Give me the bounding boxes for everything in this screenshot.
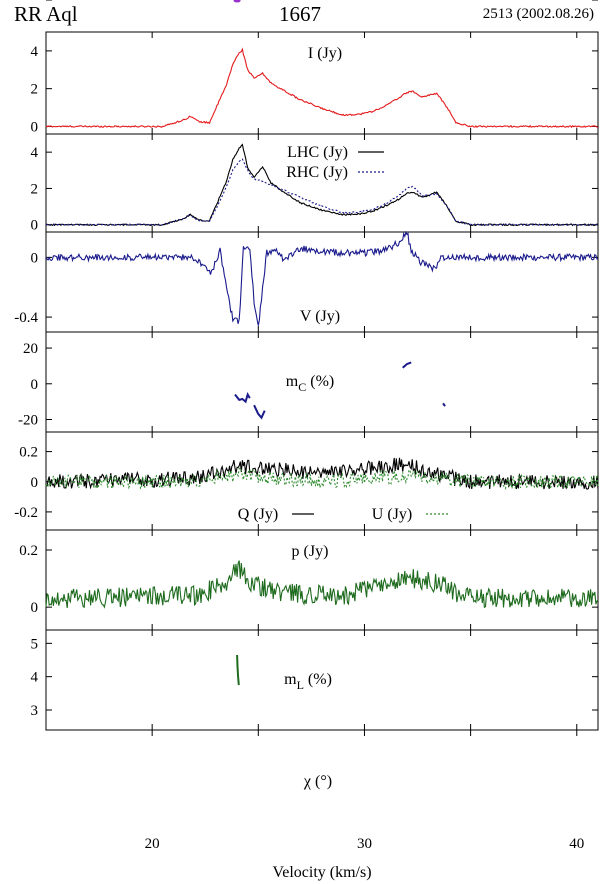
y-tick-label: -20	[18, 413, 38, 429]
legend-label: RHC (Jy)	[286, 164, 348, 181]
y-tick-label: 0	[31, 377, 39, 393]
panel-mC: -20 0 20 mC (%)	[18, 331, 599, 433]
panel-label: V (Jy)	[300, 308, 340, 325]
epoch-label: 2513 (2002.08.26)	[482, 6, 594, 22]
series-line-vjy	[45, 230, 599, 326]
y-tick-label: 0.2	[19, 543, 38, 559]
y-tick-label: 3	[31, 703, 39, 719]
legend-label: U (Jy)	[372, 506, 412, 523]
y-tick-label: 5	[31, 636, 39, 652]
series-line-pjy	[45, 560, 599, 609]
y-tick-label: 4	[31, 145, 39, 161]
series-line-rhcjy	[45, 158, 599, 227]
y-tick-label: -0.2	[14, 505, 38, 521]
y-tick-label: 4	[31, 670, 39, 686]
y-tick-label: -40	[18, 0, 38, 4]
data-segment	[234, 391, 251, 404]
series-line-ujy	[45, 466, 599, 491]
y-tick-label: 4	[31, 44, 39, 60]
y-tick-label: 0	[31, 250, 39, 266]
y-tick-label: 0	[31, 119, 39, 135]
data-segment	[253, 404, 266, 420]
data-segment	[402, 361, 412, 369]
panel-QU: -0.2 0 0.2 Q (Jy) U (Jy)	[14, 431, 599, 531]
y-tick-label: 0.2	[19, 445, 38, 461]
y-tick-label: 0	[31, 600, 39, 616]
y-tick-label: -0.4	[14, 310, 38, 326]
y-tick-label: 0	[31, 475, 39, 491]
panel-p: 0 0.2 p (Jy)	[19, 529, 599, 631]
x-tick-label: 40	[569, 836, 584, 852]
legend-label: Q (Jy)	[238, 506, 278, 523]
series-line-ijy	[45, 47, 599, 129]
panel-label: mC (%)	[286, 373, 334, 394]
object-name: RR Aql	[14, 2, 78, 26]
panel-label: mL (%)	[284, 671, 332, 692]
y-tick-label: 2	[31, 82, 39, 98]
panel-I: 0 2 4 I (Jy)	[31, 31, 599, 135]
panel-mL: 3 4 5 mL (%)	[31, 629, 599, 731]
legend-label: LHC (Jy)	[287, 144, 348, 161]
panel-frame	[45, 629, 599, 731]
y-tick-label: -60	[18, 0, 38, 4]
panel-V: -0.4 0 V (Jy)	[14, 230, 599, 333]
panel-chi: -60-40 χ (°)	[18, 0, 598, 790]
data-segment	[236, 654, 240, 686]
panel-label: χ (°)	[303, 773, 332, 790]
panel-label: I (Jy)	[308, 45, 342, 62]
x-tick-label: 20	[145, 836, 160, 852]
y-tick-label: 20	[23, 341, 38, 357]
data-segment	[442, 402, 446, 407]
frequency-label: 1667	[279, 2, 321, 26]
panel-LHC_RHC: 0 2 4 LHC (Jy) RHC (Jy)	[31, 133, 599, 234]
x-axis-label: Velocity (km/s)	[272, 864, 371, 881]
y-tick-label: 0	[31, 218, 39, 234]
x-tick-label: 30	[357, 836, 372, 852]
panel-label: p (Jy)	[292, 543, 329, 560]
series-line-qjy	[45, 457, 599, 490]
data-point	[235, 0, 241, 3]
y-tick-label: 2	[31, 181, 39, 197]
